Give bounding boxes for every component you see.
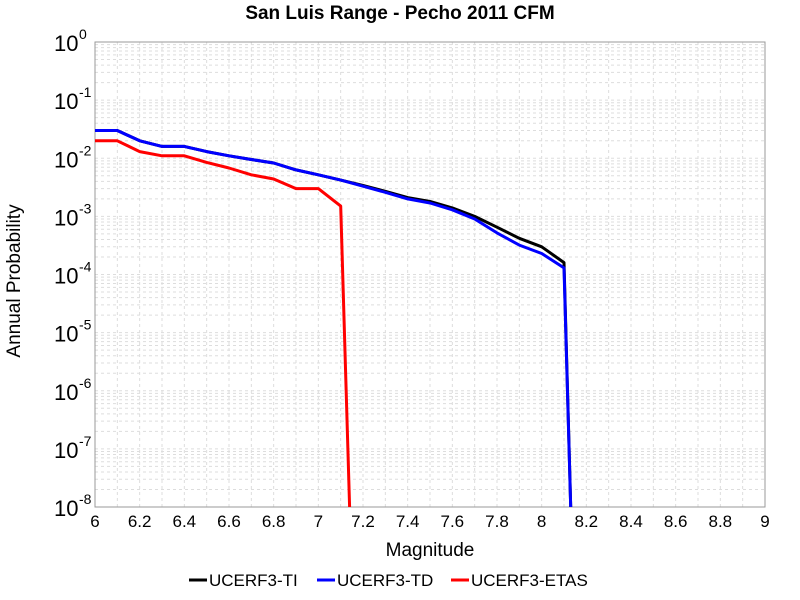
y-tick-base: 10: [54, 380, 78, 405]
legend-label: UCERF3-TI: [209, 571, 298, 590]
x-tick-label: 6.4: [173, 512, 197, 531]
series-line-ucerf3-etas: [95, 139, 352, 507]
x-tick-label: 6.6: [217, 512, 241, 531]
x-tick-label: 6.8: [262, 512, 286, 531]
y-tick-base: 10: [54, 205, 78, 230]
y-tick-label: 10 -4: [54, 259, 92, 289]
y-tick-exponent: -1: [79, 84, 92, 100]
y-tick-base: 10: [54, 31, 78, 56]
y-tick-base: 10: [54, 438, 78, 463]
y-tick-base: 10: [54, 147, 78, 172]
x-tick-label: 8: [537, 512, 546, 531]
y-tick-exponent: -2: [79, 142, 92, 158]
x-tick-label: 8.4: [619, 512, 643, 531]
x-tick-label: 8.8: [709, 512, 733, 531]
y-tick-base: 10: [54, 89, 78, 114]
y-tick-label: 10 -7: [54, 433, 92, 463]
y-tick-label: 10 -2: [54, 142, 92, 172]
x-tick-label: 9: [760, 512, 769, 531]
series-group: [95, 129, 573, 507]
series-line-ucerf3-td: [95, 129, 573, 507]
y-tick-base: 10: [54, 264, 78, 289]
grid: [94, 42, 766, 508]
y-tick-base: 10: [54, 496, 78, 521]
y-tick-exponent: -6: [79, 375, 92, 391]
x-tick-label: 8.6: [664, 512, 688, 531]
y-tick-label: 10 -1: [54, 84, 92, 114]
y-tick-label: 10 -5: [54, 317, 92, 347]
y-axis-label: Annual Probability: [4, 204, 25, 358]
x-tick-label: 7.6: [441, 512, 465, 531]
x-tick-label: 7: [314, 512, 323, 531]
y-tick-exponent: -8: [79, 491, 92, 507]
y-tick-label: 10 -3: [54, 200, 92, 230]
y-tick-exponent: -7: [79, 433, 92, 449]
y-tick-exponent: -4: [79, 259, 92, 275]
x-tick-label: 6: [90, 512, 99, 531]
y-tick-exponent: 0: [79, 26, 87, 42]
y-tick-label: 10 -8: [54, 491, 92, 521]
y-tick-label: 10 0: [54, 26, 87, 56]
x-axis-label: Magnitude: [386, 540, 475, 561]
x-tick-label: 7.2: [351, 512, 375, 531]
x-tick-label: 7.8: [485, 512, 509, 531]
legend-label: UCERF3-ETAS: [471, 571, 588, 590]
legend: UCERF3-TI UCERF3-TD UCERF3-ETAS: [189, 571, 588, 590]
y-tick-base: 10: [54, 322, 78, 347]
y-tick-exponent: -5: [79, 317, 92, 333]
y-tick-exponent: -3: [79, 200, 92, 216]
x-axis-ticks: 6 6.2 6.4 6.6 6.8 7 7.2 7.4 7.6 7.8 8 8.2 8.4 8.6 8.8 9: [90, 512, 769, 531]
x-tick-label: 6.2: [128, 512, 152, 531]
x-tick-label: 8.2: [575, 512, 599, 531]
chart-title: San Luis Range - Pecho 2011 CFM: [245, 3, 554, 24]
legend-label: UCERF3-TD: [337, 571, 433, 590]
x-tick-label: 7.4: [396, 512, 420, 531]
plot-area: [94, 41, 766, 508]
y-tick-label: 10 -6: [54, 375, 92, 405]
